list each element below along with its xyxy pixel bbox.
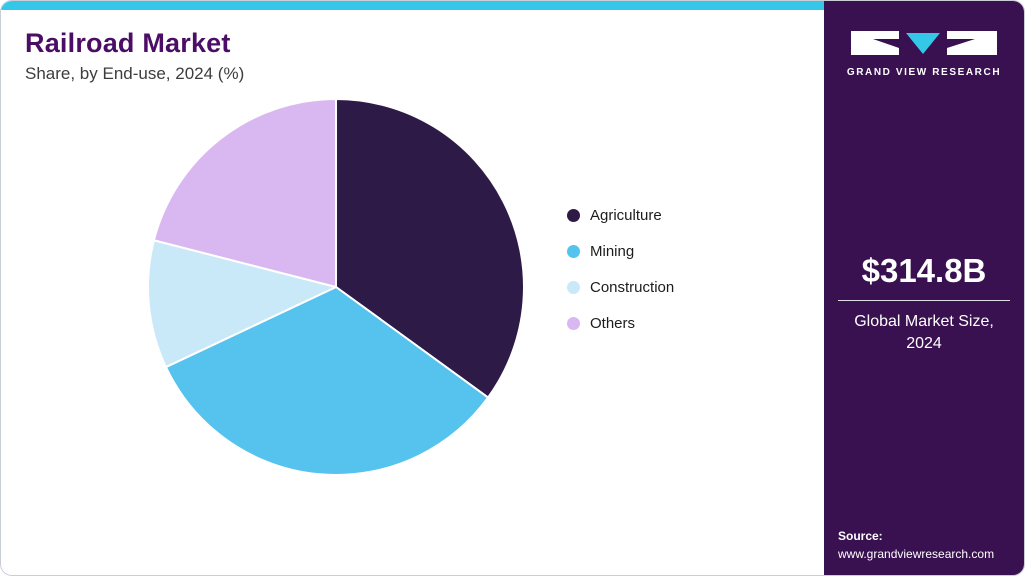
pie-slice-agriculture: [335, 98, 525, 399]
market-size-value: $314.8B: [838, 252, 1010, 302]
legend: Agriculture Mining Construction Others: [567, 207, 674, 332]
source-label: Source:: [838, 529, 883, 544]
pie-slice-others: [152, 98, 337, 288]
chart-panel: Railroad Market Share, by End-use, 2024 …: [1, 1, 824, 575]
pie-slice-construction: [147, 239, 337, 369]
legend-swatch-icon: [567, 280, 580, 294]
legend-swatch-icon: [567, 208, 580, 222]
legend-item-construction: Construction: [567, 279, 674, 296]
sidebar: GRAND VIEW RESEARCH $314.8B Global Marke…: [824, 1, 1024, 575]
legend-label: Others: [590, 314, 636, 332]
pie-slice-mining: [164, 286, 490, 476]
page-title: Railroad Market: [25, 28, 231, 58]
legend-label: Agriculture: [590, 206, 662, 224]
source-url: www.grandviewresearch.com: [838, 546, 995, 561]
chart-area: Agriculture Mining Construction Others: [1, 92, 824, 482]
legend-item-agriculture: Agriculture: [567, 207, 674, 224]
top-accent-bar: [1, 1, 824, 10]
brand-block: GRAND VIEW RESEARCH: [847, 27, 1001, 78]
legend-item-others: Others: [567, 315, 674, 332]
market-size-block: $314.8B Global Market Size, 2024: [838, 252, 1010, 354]
source-block: Source: www.grandviewresearch.com: [838, 528, 1010, 563]
pie-chart: [147, 98, 525, 476]
chart-header: Railroad Market Share, by End-use, 2024 …: [1, 10, 824, 84]
legend-item-mining: Mining: [567, 243, 674, 260]
legend-swatch-icon: [567, 316, 580, 330]
market-size-label: Global Market Size, 2024: [854, 313, 994, 352]
legend-label: Mining: [590, 242, 635, 260]
grand-view-research-logo-icon: [850, 31, 997, 55]
brand-name: GRAND VIEW RESEARCH: [846, 67, 1002, 78]
page-subtitle: Share, by End-use, 2024 (%): [25, 64, 245, 83]
legend-swatch-icon: [567, 244, 580, 258]
legend-label: Construction: [590, 278, 675, 296]
